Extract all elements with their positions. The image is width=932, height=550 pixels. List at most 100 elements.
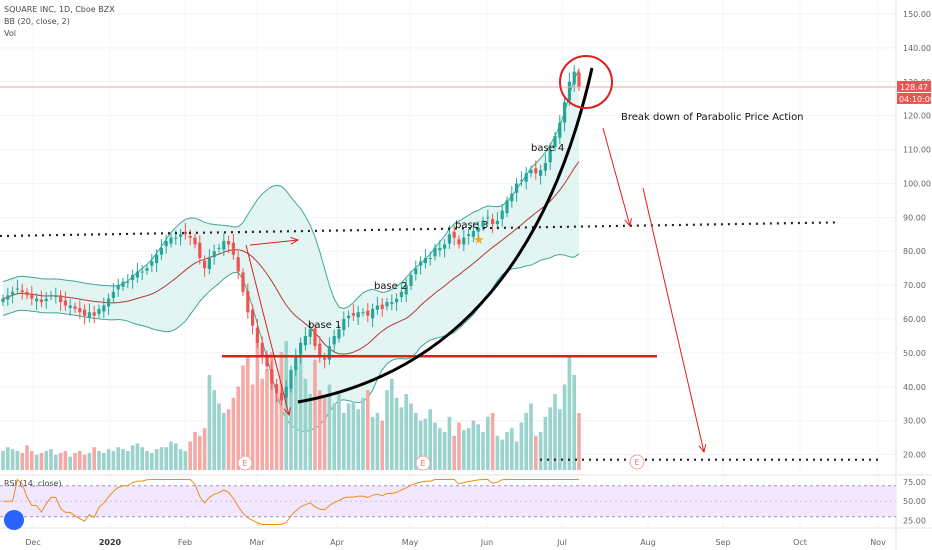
arrow-target-head	[698, 444, 707, 454]
candle	[44, 292, 48, 309]
volume-bar	[313, 359, 317, 470]
volume-bar	[438, 428, 442, 470]
candle-body	[198, 242, 202, 259]
countdown-badge-label: 04:10:00	[899, 95, 932, 104]
candle	[116, 278, 120, 298]
volume-bar	[178, 449, 183, 470]
volume-bar	[361, 397, 365, 470]
candle-body	[361, 312, 365, 314]
volume-bar	[183, 451, 188, 470]
candle	[68, 299, 72, 316]
time-tick-label: Jun	[480, 538, 494, 547]
time-tick-label: Mar	[249, 538, 265, 547]
arrow-down-head	[283, 407, 292, 417]
candle-body	[467, 234, 471, 236]
candle	[92, 305, 96, 324]
candle-body	[246, 291, 250, 313]
candle-body	[150, 261, 154, 266]
time-tick-label: Nov	[870, 538, 886, 547]
symbol-legend[interactable]: SQUARE INC, 1D, Cboe BZX	[4, 5, 115, 14]
volume-bar	[433, 422, 437, 470]
volume-bar	[385, 390, 389, 470]
volume-bar	[97, 451, 101, 470]
candle	[227, 235, 231, 254]
volume-bar	[1, 451, 5, 470]
volume-bar	[169, 441, 173, 470]
candle	[59, 290, 63, 311]
candle-body	[131, 274, 135, 281]
volume-bar	[476, 424, 480, 470]
candle-body	[25, 291, 29, 296]
volume-bar	[519, 422, 524, 470]
candle-body	[457, 239, 461, 245]
candle	[121, 277, 125, 291]
candle-body	[107, 298, 111, 307]
candle	[423, 249, 427, 269]
volume-bar	[342, 413, 346, 470]
candle-body	[500, 210, 504, 220]
candle	[428, 251, 432, 266]
candle	[361, 308, 365, 317]
candle	[255, 318, 259, 349]
candle-body	[519, 180, 523, 182]
candle-body	[193, 237, 197, 245]
candle	[524, 166, 528, 190]
tradingview-logo-icon	[4, 510, 24, 530]
candle	[270, 361, 274, 390]
rsi-tick-label: 25.00	[903, 517, 926, 526]
candle	[279, 383, 283, 406]
volume-bar	[370, 416, 375, 470]
arrow-right-head	[290, 236, 300, 245]
candle	[275, 379, 279, 403]
volume-bar	[73, 452, 77, 470]
candle	[519, 171, 523, 187]
annotation-title: Break down of Parabolic Price Action	[621, 112, 804, 123]
candle-body	[212, 251, 216, 258]
candle	[462, 230, 466, 251]
candle	[83, 304, 87, 325]
parabolic-curve	[297, 67, 594, 404]
volume-bar	[553, 394, 557, 470]
volume-bar	[524, 413, 528, 470]
volume-bar	[375, 413, 380, 470]
volume-bar	[572, 375, 576, 470]
price-tick-label: 90.00	[903, 213, 926, 222]
volume-bar	[49, 449, 53, 470]
vol-legend[interactable]: Vol	[4, 29, 16, 38]
volume-bar	[270, 352, 274, 470]
candle-body	[327, 346, 331, 360]
candle-body	[68, 305, 72, 309]
rsi-legend[interactable]: RSI (14, close)	[4, 479, 62, 488]
candle-body	[275, 384, 279, 394]
candle-body	[462, 237, 466, 245]
volume-bar	[529, 403, 533, 470]
rsi-tick-label: 75.00	[903, 478, 926, 487]
volume-bar	[222, 413, 226, 470]
candle-body	[476, 227, 480, 232]
volume-bar	[78, 451, 82, 470]
candle	[342, 311, 346, 337]
candle-body	[505, 200, 509, 214]
candle	[366, 302, 370, 323]
price-tick-label: 120.00	[903, 112, 931, 121]
candle-body	[443, 244, 447, 249]
candle	[563, 96, 567, 132]
price-tick-label: 110.00	[903, 146, 931, 155]
candle-body	[558, 122, 562, 138]
time-tick-label: Dec	[25, 538, 40, 547]
volume-bar	[510, 428, 514, 470]
candle-body	[121, 281, 125, 287]
candle	[452, 225, 456, 246]
volume-bar	[39, 452, 44, 470]
candle	[486, 209, 490, 225]
candle-body	[404, 285, 408, 295]
candle	[236, 250, 240, 280]
bb-legend[interactable]: BB (20, close, 2)	[4, 17, 70, 26]
price-tick-label: 150.00	[903, 10, 931, 19]
volume-bar	[130, 445, 135, 470]
candle-body	[299, 342, 303, 355]
volume-bar	[193, 432, 197, 470]
bollinger-basis	[2, 161, 580, 355]
volume-bar	[174, 443, 178, 470]
